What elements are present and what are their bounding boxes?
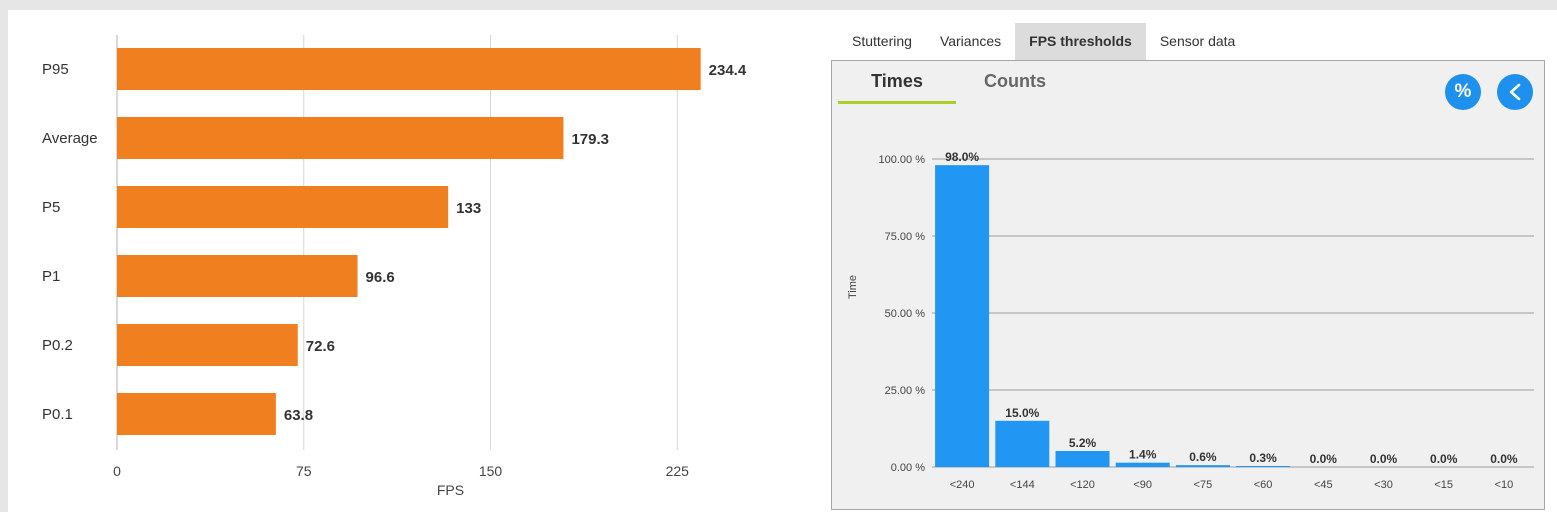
value-label: 234.4 <box>709 62 747 79</box>
category-label: Average <box>42 130 98 147</box>
value-label: 72.6 <box>306 338 335 355</box>
hist-value-label: 0.6% <box>1189 450 1217 464</box>
fps-percentile-chart: 0 75 150 225 FPS P95 234.4 Average 179.3 P5 133 P1 9… <box>42 35 747 498</box>
hist-bar <box>995 420 1050 467</box>
tab-bar: Stuttering Variances FPS thresholds Sens… <box>838 23 1249 60</box>
subtab-times[interactable]: Times <box>838 71 956 104</box>
hist-category-label: <45 <box>1314 479 1333 491</box>
hist-category-label: <90 <box>1133 479 1152 491</box>
hist-category-label: <10 <box>1495 479 1514 491</box>
y-tick-label: 25.00 % <box>885 385 926 397</box>
bar-average <box>117 117 564 159</box>
tab-variances[interactable]: Variances <box>939 33 1002 49</box>
category-label: P95 <box>42 61 69 78</box>
bar-p0-1 <box>117 393 276 435</box>
fps-thresholds-panel: 0.00 % 25.00 % 50.00 % 75.00 % 100.00 % Time 9… <box>831 60 1545 510</box>
value-label: 63.8 <box>284 407 313 424</box>
subtab-counts[interactable]: Counts <box>984 71 1046 91</box>
chevron-left-icon <box>1509 83 1521 101</box>
y-tick-label: 0.00 % <box>891 462 925 474</box>
hist-bar <box>935 165 990 467</box>
hist-category-label: <60 <box>1254 479 1273 491</box>
fps-threshold-histogram: 0.00 % 25.00 % 50.00 % 75.00 % 100.00 % Time 9… <box>847 150 1534 491</box>
hist-bar <box>1115 462 1170 467</box>
hist-category-label: <240 <box>950 479 975 491</box>
hist-category-label: <120 <box>1070 479 1095 491</box>
x-tick-label: 225 <box>666 463 690 479</box>
percent-toggle-button[interactable]: % <box>1445 74 1481 110</box>
x-tick-label: 75 <box>296 463 312 479</box>
hist-category-label: <15 <box>1434 479 1453 491</box>
hist-value-label: 0.0% <box>1310 452 1338 466</box>
bar-p0-2 <box>117 324 298 366</box>
percent-icon: % <box>1454 81 1472 102</box>
hist-bar <box>1175 465 1230 467</box>
category-label: P1 <box>42 268 60 285</box>
y-tick-label: 75.00 % <box>885 231 926 243</box>
x-axis-title: FPS <box>437 482 464 498</box>
hist-bar <box>1055 450 1110 467</box>
hist-value-label: 15.0% <box>1005 406 1039 420</box>
bar-p5 <box>117 186 449 228</box>
value-label: 179.3 <box>571 131 609 148</box>
value-label: 96.6 <box>366 269 395 286</box>
tab-stuttering[interactable]: Stuttering <box>852 33 912 49</box>
tab-fps-thresholds[interactable]: FPS thresholds <box>1015 23 1146 60</box>
bar-p1 <box>117 255 358 297</box>
hist-value-label: 5.2% <box>1069 436 1097 450</box>
y-axis-title: Time <box>847 275 859 299</box>
subtab-bar: Times Counts <box>838 71 1074 104</box>
hist-value-label: 98.0% <box>945 150 979 164</box>
y-tick-label: 50.00 % <box>885 308 926 320</box>
category-label: P5 <box>42 199 60 216</box>
category-label: P0.2 <box>42 337 73 354</box>
hist-category-label: <144 <box>1010 479 1035 491</box>
hist-value-label: 1.4% <box>1129 448 1157 462</box>
x-tick-label: 0 <box>113 463 121 479</box>
hist-category-label: <30 <box>1374 479 1393 491</box>
value-label: 133 <box>456 200 481 217</box>
hist-value-label: 0.0% <box>1370 452 1398 466</box>
collapse-button[interactable] <box>1497 74 1533 110</box>
hist-category-label: <75 <box>1194 479 1213 491</box>
category-label: P0.1 <box>42 406 73 423</box>
tab-sensor-data[interactable]: Sensor data <box>1159 33 1236 49</box>
hist-value-label: 0.0% <box>1490 452 1518 466</box>
bar-p95 <box>117 48 701 90</box>
x-tick-label: 150 <box>479 463 503 479</box>
hist-value-label: 0.3% <box>1249 451 1277 465</box>
hist-bar <box>1236 466 1291 467</box>
y-tick-label: 100.00 % <box>879 154 926 166</box>
hist-value-label: 0.0% <box>1430 452 1458 466</box>
